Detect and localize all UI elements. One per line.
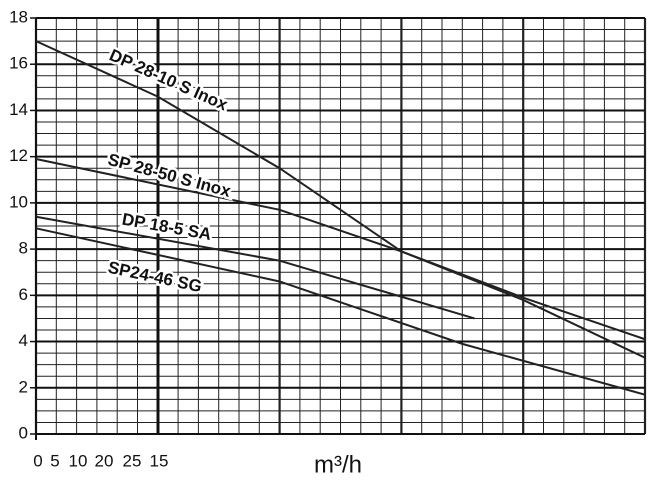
y-tick-label: 10 [9, 192, 28, 211]
x-tick-label: 10 [69, 451, 88, 470]
y-tick-label: 12 [9, 146, 28, 165]
y-tick-label: 2 [19, 377, 28, 396]
x-tick-label: 25 [123, 451, 142, 470]
y-tick-label: 6 [19, 285, 28, 304]
x-tick-label: 5 [50, 451, 59, 470]
y-tick-label: 18 [9, 7, 28, 26]
y-tick-label: 0 [19, 423, 28, 442]
series-line [35, 215, 475, 320]
series-label: SP24-46 SG [106, 258, 203, 296]
y-tick-label: 4 [19, 331, 28, 350]
series-label: DP 28-10 S Inox [107, 45, 231, 114]
series-line [35, 157, 646, 341]
x-tick-label: 0 [33, 451, 42, 470]
series-line [35, 40, 646, 359]
x-axis-label: m³/h [314, 451, 362, 478]
y-tick-label: 14 [9, 100, 28, 119]
x-tick-label: 20 [95, 451, 114, 470]
series-line [35, 227, 646, 396]
x-tick-label: 15 [150, 451, 169, 470]
y-tick-label: 16 [9, 54, 28, 73]
y-tick-label: 8 [19, 239, 28, 258]
